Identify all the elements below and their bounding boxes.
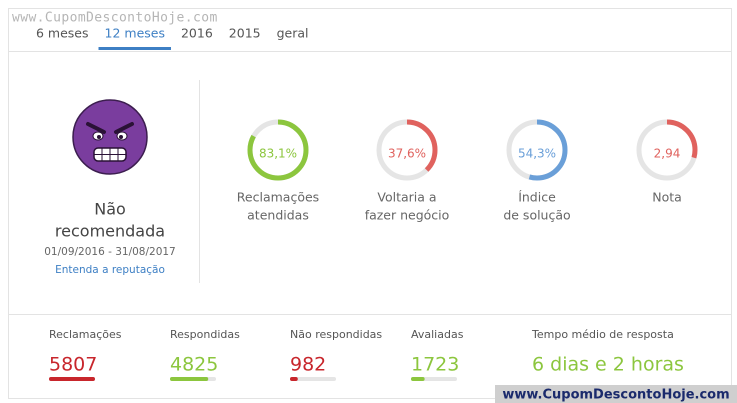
gauge-arc [376,119,438,181]
stat-track [290,377,336,381]
response-time-label: Tempo médio de resposta [531,328,674,341]
gauge-value: 37,6% [388,147,426,161]
tab[interactable]: 6 meses [36,26,89,41]
stat-label: Avaliadas [411,328,464,341]
stat-bar [411,377,425,381]
gauge-label: atendidas [247,208,309,223]
watermark: www.CupomDescontoHoje.com [12,11,218,26]
gauge-label: Índice [518,190,556,205]
stat-label: Reclamações [49,328,122,341]
stat-value: 4825 [170,354,218,376]
status: recomendada [55,222,165,241]
gauge-label: Nota [652,190,682,205]
watermark: www.CupomDescontoHoje.com [502,388,729,403]
gauge-value: 54,3% [518,147,556,161]
tab[interactable]: 12 meses [105,26,165,41]
angry-face [72,99,148,175]
tab[interactable]: 2015 [229,26,261,41]
active-tab-indicator [98,47,171,50]
period: 01/09/2016 - 31/08/2017 [44,246,176,258]
stat-value: 982 [290,354,326,376]
stat-value: 1723 [411,354,459,376]
gauge-arc [247,119,309,181]
gauge-arc [636,119,698,181]
stat-bar [49,377,95,381]
stat-value: 5807 [49,354,97,376]
response-time-value: 6 dias e 2 horas [532,354,684,376]
status: Não [94,200,126,219]
gauge-label: fazer negócio [365,208,450,223]
gauge-label: Voltaria a [377,190,436,205]
stat-bar [170,377,209,381]
reputation-link[interactable]: Entenda a reputação [55,264,165,276]
gauge-label: de solução [503,208,570,223]
gauge-value: 83,1% [259,147,297,161]
tab[interactable]: 2016 [181,26,213,41]
gauge-arc [506,119,568,181]
watermark-box [495,385,737,403]
gauge-value: 2,94 [654,147,681,161]
stat-bar [290,377,298,381]
tab[interactable]: geral [277,26,309,41]
gauge-label: Reclamações [237,190,319,205]
stat-label: Respondidas [170,328,240,341]
card [8,8,732,399]
stat-label: Não respondidas [290,328,382,341]
